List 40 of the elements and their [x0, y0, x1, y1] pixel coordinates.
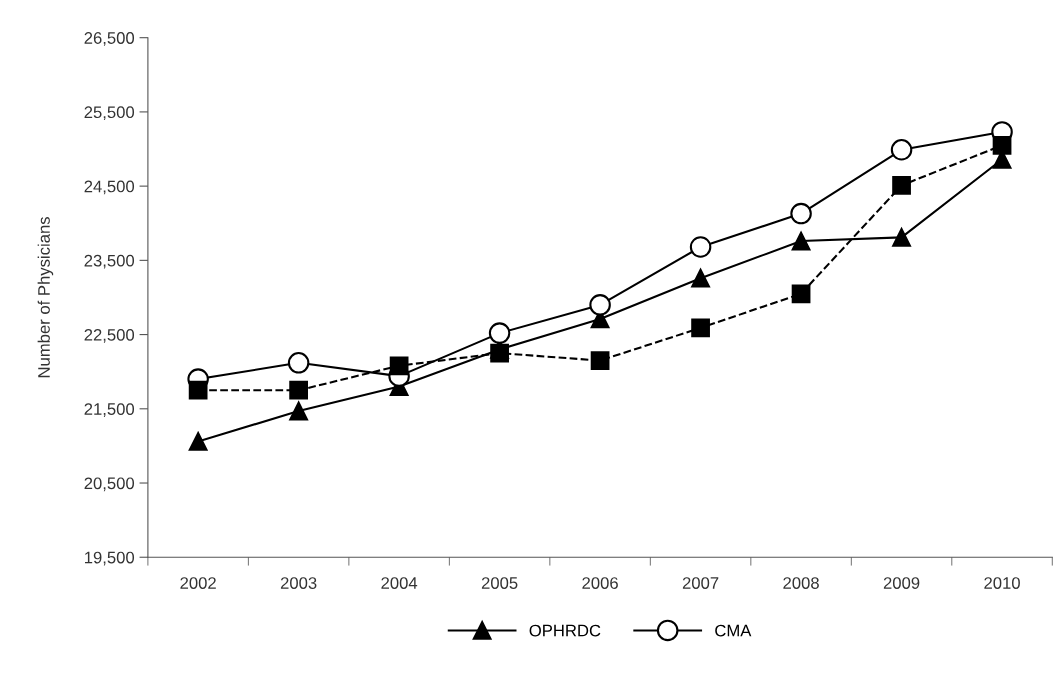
point [691, 318, 710, 338]
x-tick-label: 2003 [280, 577, 317, 589]
legend-label: OPHRDC [529, 624, 601, 637]
point [389, 356, 409, 376]
point [188, 432, 208, 451]
point [490, 343, 509, 363]
legend-label: CMA [715, 624, 752, 637]
point [892, 176, 911, 195]
y-tick-label: 26,500 [84, 32, 135, 46]
y-axis-title: Number of Physicians [37, 217, 54, 378]
point [488, 322, 511, 344]
point [890, 139, 913, 161]
point [590, 351, 610, 370]
x-tick-label: 2008 [783, 577, 819, 589]
point [689, 236, 712, 258]
y-tick-label: 21,500 [84, 403, 135, 417]
x-tick-label: 2009 [883, 577, 920, 589]
point [791, 231, 811, 251]
y-tick-label: 23,500 [84, 254, 135, 269]
point [589, 294, 611, 316]
x-tick-label: 2004 [381, 577, 418, 589]
point [691, 268, 710, 288]
x-tick-label: 2010 [984, 577, 1020, 589]
y-tick-label: 22,500 [84, 328, 135, 343]
point [992, 135, 1012, 155]
point [892, 227, 911, 247]
point [287, 352, 310, 374]
y-tick-label: 25,500 [84, 106, 135, 121]
point [790, 202, 812, 225]
y-tick-label: 20,500 [84, 477, 135, 492]
x-tick-label: 2007 [682, 577, 719, 589]
point [289, 380, 308, 400]
x-tick-label: 2005 [481, 577, 518, 589]
point [188, 380, 208, 400]
point [791, 284, 811, 304]
x-tick-label: 2002 [180, 577, 216, 589]
x-tick-label: 2006 [582, 577, 618, 589]
y-tick-label: 19,500 [85, 551, 135, 566]
y-tick-label: 24,500 [84, 180, 135, 195]
point [289, 401, 308, 421]
